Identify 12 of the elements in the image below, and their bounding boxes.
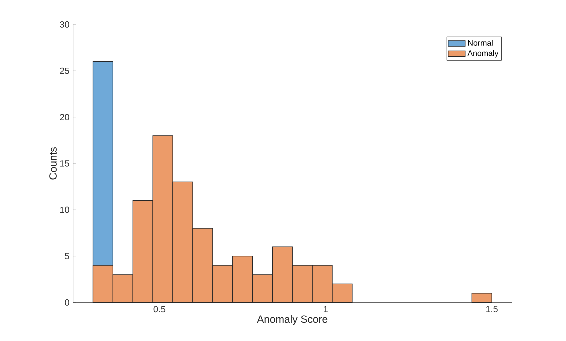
x-tick-label: 0.5 [154,306,166,313]
y-tick-label: 15 [60,160,70,167]
y-tick-label: 0 [65,300,70,306]
x-tick-label: 1 [324,306,328,312]
x-axis-title: Anomaly Score [257,315,328,326]
y-tick-label: 25 [60,68,70,74]
y-tick-label: 5 [65,253,70,260]
x-tick-label: 1.5 [486,306,498,312]
y-axis-title: Counts [50,148,57,180]
y-tick-label: 20 [60,114,70,121]
y-tick-label: 10 [60,206,70,214]
y-tick-label: 30 [60,22,70,28]
